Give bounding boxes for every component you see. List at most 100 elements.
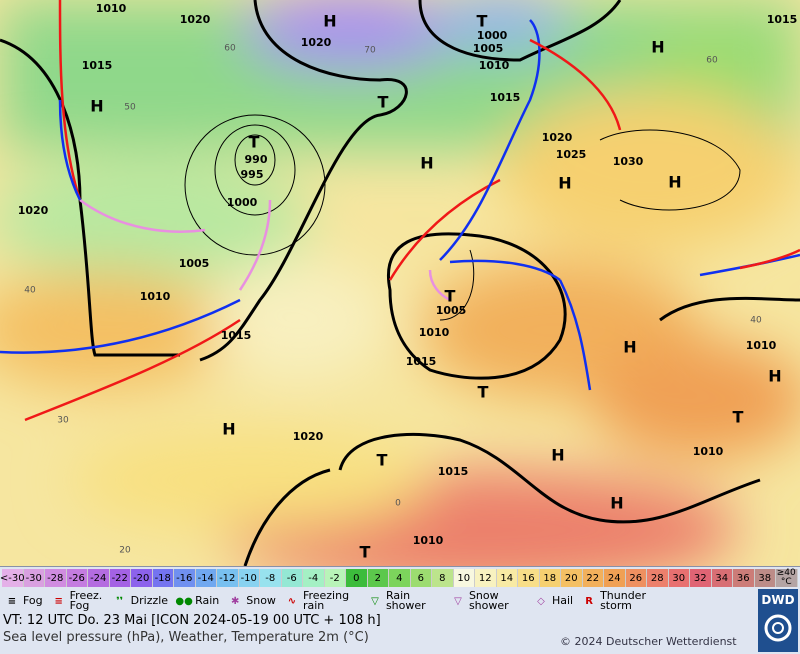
scale-cell: -8 — [260, 569, 282, 587]
weather-legend-label: Rain shower — [385, 589, 426, 612]
pressure-label: 1020 — [180, 13, 211, 26]
weather-symbol: ▽ — [454, 595, 462, 607]
pressure-system: H — [668, 173, 681, 192]
pressure-system: H — [420, 154, 433, 173]
weather-legend-label: Hail — [551, 594, 574, 607]
scale-high: ≥40 °C — [776, 568, 798, 587]
weather-legend-item: ≡ Fog — [4, 594, 43, 608]
weather-symbol: R — [585, 595, 593, 607]
scale-cell: 12 — [475, 569, 497, 587]
weather-legend-label: Rain — [195, 594, 220, 607]
pressure-system: H — [323, 12, 336, 31]
scale-cell: 0 — [346, 569, 368, 587]
isotherm-label: 70 — [364, 46, 376, 56]
pressure-label: 1005 — [473, 42, 504, 55]
weather-legend-item: ≡ Freez. Fog — [51, 589, 104, 612]
pressure-system: H — [623, 338, 636, 357]
pressure-system: H — [551, 446, 564, 465]
pressure-label: 1015 — [490, 91, 521, 104]
weather-symbol: ≡ — [54, 595, 63, 607]
isotherm-label: 20 — [119, 546, 131, 556]
pressure-system: T — [733, 408, 744, 427]
scale-cell: 38 — [754, 569, 776, 587]
weather-symbol: ▽ — [371, 595, 379, 607]
scale-cell: -14 — [195, 569, 217, 587]
temperature-field — [0, 0, 800, 566]
description: Sea level pressure (hPa), Weather, Tempe… — [3, 630, 369, 645]
scale-cell: 6 — [410, 569, 432, 587]
pressure-label: 1010 — [140, 290, 171, 303]
scale-cell: 32 — [690, 569, 712, 587]
scale-cell: 20 — [561, 569, 583, 587]
pressure-system: H — [90, 97, 103, 116]
scale-cell: -20 — [131, 569, 153, 587]
pressure-label: 1010 — [693, 445, 724, 458]
weather-symbol: ∿ — [287, 595, 297, 607]
isotherm-label: 60 — [224, 44, 236, 54]
pressure-system: T — [249, 133, 260, 152]
pressure-label: 1010 — [413, 534, 444, 547]
scale-cell: -30 — [23, 569, 45, 587]
pressure-label: 1010 — [419, 326, 450, 339]
pressure-label: 1025 — [556, 148, 587, 161]
weather-legend-item: ❜❜ Drizzle — [112, 594, 168, 608]
scale-cell: -26 — [66, 569, 88, 587]
scale-cell: 36 — [733, 569, 755, 587]
pressure-label: 1015 — [406, 355, 437, 368]
isotherm-label: 50 — [124, 103, 136, 113]
scale-cell: 26 — [625, 569, 647, 587]
pressure-label: 1015 — [767, 13, 798, 26]
isotherm-label: 0 — [395, 499, 401, 509]
pressure-label: 1010 — [746, 339, 777, 352]
weather-legend-item: ▽ Snow shower — [450, 589, 525, 612]
pressure-label: 995 — [241, 168, 264, 181]
pressure-label: 1020 — [301, 36, 332, 49]
weather-symbol: ◇ — [537, 595, 545, 607]
isotherm-label: 40 — [750, 316, 762, 326]
temperature-scale: <-30 -30 -28 -26 -24 -22 -20 -18 -16 -14 -12 -10 -8-… — [0, 568, 798, 587]
pressure-label: 1005 — [179, 257, 210, 270]
labels: 1010102010151020100010051010101510151020… — [18, 2, 798, 562]
weather-legend-label: Snow shower — [468, 589, 509, 612]
scale-cell: -2 — [324, 569, 346, 587]
scale-low: <-30 — [0, 569, 25, 587]
pressure-label: 1020 — [18, 204, 49, 217]
pressure-system: H — [222, 420, 235, 439]
pressure-label: 1000 — [477, 29, 508, 42]
weather-legend-item: ▽ Rain shower — [367, 589, 442, 612]
weather-symbol: ●● — [175, 595, 193, 607]
isotherm-label: 60 — [706, 56, 718, 66]
scale-cell: -18 — [152, 569, 174, 587]
scale-cell: 4 — [389, 569, 411, 587]
pressure-label: 1000 — [227, 196, 258, 209]
dwd-logo: DWD — [758, 589, 798, 652]
pressure-system: H — [558, 174, 571, 193]
scale-cell: -28 — [45, 569, 67, 587]
copyright: © 2024 Deutscher Wetterdienst — [560, 635, 737, 648]
scale-cell: 18 — [539, 569, 561, 587]
scale-cell: -6 — [281, 569, 303, 587]
pressure-label: 1010 — [479, 59, 510, 72]
scale-cell: -22 — [109, 569, 131, 587]
weather-legend: ≡ Fog ≡ Freez. Fog ❜❜ Drizzle ●● Rain ✱ Snow ∿ Free… — [4, 589, 664, 613]
pressure-label: 1030 — [613, 155, 644, 168]
weather-legend-label: Freez. Fog — [69, 589, 103, 612]
pressure-system: T — [360, 543, 371, 562]
pressure-system: T — [477, 12, 488, 31]
scale-cell: 30 — [668, 569, 690, 587]
logo-text: DWD — [761, 593, 795, 607]
scale-cell: 28 — [647, 569, 669, 587]
pressure-system: H — [610, 494, 623, 513]
scale-cell: -16 — [174, 569, 196, 587]
scale-cell: 24 — [604, 569, 626, 587]
pressure-system: T — [378, 93, 389, 112]
scale-cell: 2 — [367, 569, 389, 587]
scale-cell: 22 — [582, 569, 604, 587]
pressure-label: 1015 — [82, 59, 113, 72]
scale-cell: 34 — [711, 569, 733, 587]
weather-legend-item: ●● Rain — [175, 594, 220, 608]
weather-legend-item: ∿ Freezing rain — [284, 590, 359, 611]
weather-legend-item: ◇ Hail — [533, 594, 573, 608]
pressure-system: H — [768, 367, 781, 386]
